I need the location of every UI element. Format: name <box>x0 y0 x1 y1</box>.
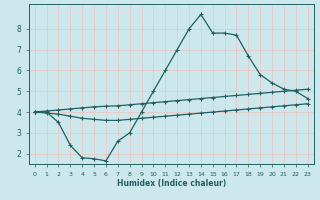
X-axis label: Humidex (Indice chaleur): Humidex (Indice chaleur) <box>116 179 226 188</box>
